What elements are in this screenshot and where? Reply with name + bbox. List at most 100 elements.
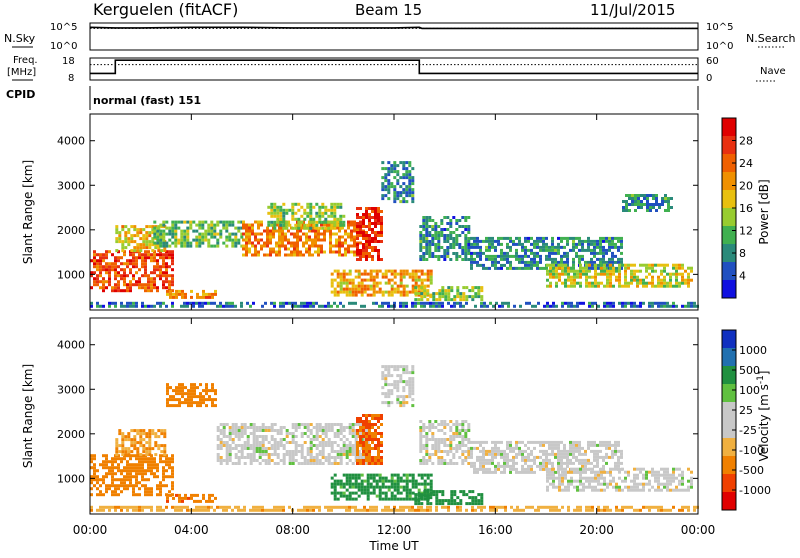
heatmap-cell (286, 429, 289, 432)
heatmap-cell (299, 254, 302, 257)
heatmap-cell (393, 185, 396, 188)
heatmap-cell (435, 292, 438, 295)
heatmap-cell (251, 233, 254, 236)
heatmap-cell (434, 444, 437, 447)
heatmap-cell (622, 206, 625, 209)
heatmap-cell (575, 447, 578, 450)
heatmap-cell (130, 240, 133, 243)
heatmap-cell (338, 239, 341, 242)
heatmap-cell (585, 279, 588, 282)
heatmap-cell (347, 221, 350, 224)
heatmap-cell (563, 237, 566, 240)
heatmap-cell (462, 493, 465, 496)
heatmap-cell (379, 270, 382, 273)
heatmap-cell (159, 487, 162, 490)
heatmap-cell (350, 224, 353, 227)
heatmap-cell (324, 221, 327, 224)
heatmap-cell (289, 441, 292, 444)
colorbar-tick-label: 4 (739, 270, 746, 283)
heatmap-cell (284, 233, 287, 236)
heatmap-cell (253, 435, 256, 438)
heatmap-cell (328, 456, 331, 459)
heatmap-cell (168, 227, 171, 230)
heatmap-cell (114, 259, 117, 262)
heatmap-cell (289, 456, 292, 459)
heatmap-cell (470, 246, 473, 249)
heatmap-cell (305, 251, 308, 254)
heatmap-cell (572, 453, 575, 456)
heatmap-cell (307, 429, 310, 432)
heatmap-cell (681, 480, 684, 483)
heatmap-cell (480, 499, 483, 502)
heatmap-cell (572, 246, 575, 249)
heatmap-cell (655, 197, 658, 200)
heatmap-cell (210, 506, 213, 509)
heatmap-cell (153, 236, 156, 239)
heatmap-cell (582, 302, 585, 305)
heatmap-cell (551, 261, 554, 264)
heatmap-cell (180, 236, 183, 239)
heatmap-cell (515, 243, 518, 246)
heatmap-cell (153, 277, 156, 280)
heatmap-cell (391, 291, 394, 294)
heatmap-cell (156, 302, 159, 305)
heatmap-cell (195, 245, 198, 248)
heatmap-cell (660, 264, 663, 267)
heatmap-cell (111, 302, 114, 305)
heatmap-cell (663, 302, 666, 305)
heatmap-cell (681, 273, 684, 276)
heatmap-cell (482, 453, 485, 456)
heatmap-cell (509, 465, 512, 468)
heatmap-cell (430, 474, 433, 477)
heatmap-cell (551, 252, 554, 255)
heatmap-cell (492, 506, 495, 509)
heatmap-cell (114, 506, 117, 509)
heatmap-cell (612, 305, 615, 308)
heatmap-cell (328, 444, 331, 447)
heatmap-cell (225, 224, 228, 227)
heatmap-cell (581, 462, 584, 465)
heatmap-cell (232, 426, 235, 429)
heatmap-cell (434, 441, 437, 444)
heatmap-cell (464, 435, 467, 438)
heatmap-cell (428, 243, 431, 246)
heatmap-cell (338, 242, 341, 245)
heatmap-cell (491, 441, 494, 444)
heatmap-cell (437, 447, 440, 450)
heatmap-cell (393, 200, 396, 203)
heatmap-cell (256, 429, 259, 432)
heatmap-cell (593, 456, 596, 459)
heatmap-cell (450, 289, 453, 292)
heatmap-cell (362, 414, 365, 417)
heatmap-cell (301, 423, 304, 426)
heatmap-cell (546, 474, 549, 477)
heatmap-cell (162, 245, 165, 248)
heatmap-cell (114, 302, 117, 305)
heatmap-cell (201, 236, 204, 239)
heatmap-cell (651, 471, 654, 474)
heatmap-cell (148, 447, 151, 450)
heatmap-cell (377, 255, 380, 258)
heatmap-cell (156, 286, 159, 289)
heatmap-cell (408, 188, 411, 191)
heatmap-cell (321, 221, 324, 224)
heatmap-cell (135, 506, 138, 509)
heatmap-cell (426, 289, 429, 292)
heatmap-cell (282, 221, 285, 224)
heatmap-cell (663, 282, 666, 285)
heatmap-cell (539, 456, 542, 459)
heatmap-cell (546, 270, 549, 273)
heatmap-cell (443, 252, 446, 255)
heatmap-cell (374, 213, 377, 216)
heatmap-cell (356, 453, 359, 456)
heatmap-cell (93, 475, 96, 478)
heatmap-cell (318, 212, 321, 215)
heatmap-cell (333, 302, 336, 305)
heatmap-cell (198, 233, 201, 236)
heatmap-cell (434, 243, 437, 246)
heatmap-cell (349, 441, 352, 444)
heatmap-cell (382, 276, 385, 279)
heatmap-cell (381, 401, 384, 404)
heatmap-cell (123, 481, 126, 484)
heatmap-cell (257, 254, 260, 257)
